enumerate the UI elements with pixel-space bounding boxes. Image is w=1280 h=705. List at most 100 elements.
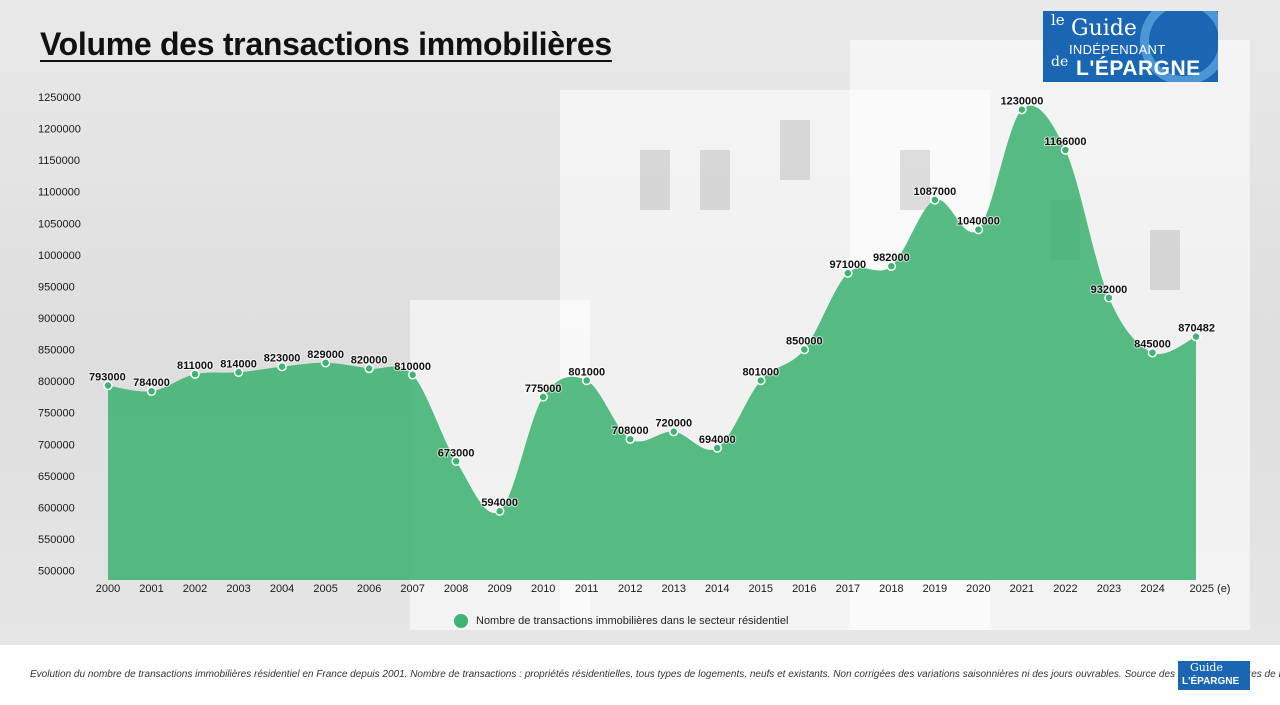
y-tick-label: 1200000 xyxy=(38,124,81,136)
y-tick-label: 800000 xyxy=(38,376,75,388)
x-tick-label: 2019 xyxy=(923,583,947,595)
data-label: 801000 xyxy=(568,366,605,378)
data-point xyxy=(1060,145,1071,155)
x-tick-label: 2002 xyxy=(183,583,207,595)
y-tick-label: 1150000 xyxy=(38,155,80,167)
y-tick-label: 1000000 xyxy=(38,250,81,262)
logo-text-de: de xyxy=(1051,54,1069,70)
x-tick-label: 2001 xyxy=(139,583,163,595)
y-tick-label: 600000 xyxy=(38,502,75,514)
data-point xyxy=(190,369,200,379)
x-tick-label: 2005 xyxy=(313,583,337,595)
x-tick-label: 2013 xyxy=(662,583,686,595)
data-label: 1166000 xyxy=(1044,136,1086,148)
data-label: 594000 xyxy=(481,497,518,509)
page-title: Volume des transactions immobilières xyxy=(40,26,612,62)
data-labels: 793000 784000 811000 814000 823000 829000 8200… xyxy=(88,95,1216,511)
data-label: 811000 xyxy=(177,360,213,372)
x-tick-label: 2021 xyxy=(1010,583,1034,595)
legend-label: Nombre de transactions immobilières dans… xyxy=(476,615,789,627)
footer-logo-epargne: L'ÉPARGNE xyxy=(1182,676,1240,687)
y-tick-label: 850000 xyxy=(38,345,75,357)
area-fill xyxy=(108,105,1196,581)
y-tick-label: 1050000 xyxy=(38,218,81,230)
logo-text-independant: INDÉPENDANT xyxy=(1069,42,1166,57)
data-label: 694000 xyxy=(699,434,736,446)
x-tick-label: 2015 xyxy=(749,583,773,595)
data-label: 982000 xyxy=(873,252,910,264)
x-tick-label: 2012 xyxy=(618,583,642,595)
legend: Nombre de transactions immobilières dans… xyxy=(454,614,788,628)
x-tick-label: 2014 xyxy=(705,583,729,595)
data-point xyxy=(407,370,418,380)
x-tick-label: 2023 xyxy=(1097,583,1121,595)
y-axis: 500000 550000 600000 650000 700000 750000 8000… xyxy=(38,92,81,578)
data-point xyxy=(538,392,548,402)
data-markers xyxy=(103,104,1201,516)
data-label: 784000 xyxy=(133,377,170,389)
data-label: 793000 xyxy=(89,372,126,384)
data-label: 814000 xyxy=(220,358,257,370)
y-tick-label: 1250000 xyxy=(38,92,81,104)
y-tick-label: 750000 xyxy=(38,408,75,420)
data-label: 810000 xyxy=(394,361,431,373)
x-tick-label: 2000 xyxy=(96,583,120,595)
y-tick-label: 700000 xyxy=(38,439,75,451)
data-label: 775000 xyxy=(525,383,562,395)
y-tick-label: 550000 xyxy=(38,534,75,546)
data-point xyxy=(625,434,635,444)
data-label: 1230000 xyxy=(1001,96,1044,108)
footnote: Evolution du nombre de transactions immo… xyxy=(30,669,1280,680)
data-label: 823000 xyxy=(264,353,301,365)
y-tick-label: 900000 xyxy=(38,313,75,325)
x-tick-label: 2024 xyxy=(1140,583,1164,595)
legend-swatch xyxy=(454,614,468,628)
y-tick-label: 500000 xyxy=(38,566,75,578)
data-point xyxy=(103,380,113,391)
data-point xyxy=(146,386,157,396)
data-point xyxy=(843,268,853,278)
x-tick-label: 2022 xyxy=(1053,583,1077,595)
x-tick-label: 2011 xyxy=(575,583,599,595)
data-label: 1087000 xyxy=(913,186,956,198)
series-transactions xyxy=(108,105,1196,581)
data-label: 845000 xyxy=(1134,339,1171,351)
x-tick-label: 2017 xyxy=(836,583,860,595)
data-point xyxy=(799,344,810,355)
x-tick-label: 2006 xyxy=(357,583,381,595)
data-point xyxy=(669,426,679,437)
x-tick-label: 2010 xyxy=(531,583,555,595)
x-axis: 2000 2001 2002 2003 2004 2005 2006 2007 2008 2009… xyxy=(96,583,1231,595)
logo-text-guide: Guide xyxy=(1071,16,1137,41)
data-label: 870482 xyxy=(1178,323,1215,335)
data-label: 1040000 xyxy=(957,216,1000,228)
x-tick-label: 2007 xyxy=(400,583,424,595)
data-point xyxy=(581,375,592,386)
data-label: 850000 xyxy=(786,336,823,348)
data-point xyxy=(451,456,461,467)
data-point xyxy=(1147,347,1158,358)
data-point xyxy=(494,506,505,516)
footer-logo: Guide L'ÉPARGNE xyxy=(1178,661,1250,690)
data-point xyxy=(1104,293,1114,303)
x-tick-label: 2025 (e) xyxy=(1190,583,1231,595)
x-tick-label: 2003 xyxy=(226,583,250,595)
x-tick-label: 2008 xyxy=(444,583,468,595)
data-label: 720000 xyxy=(655,418,692,430)
data-label: 673000 xyxy=(438,447,475,459)
data-point xyxy=(320,358,331,368)
data-label: 820000 xyxy=(351,354,388,366)
x-tick-label: 2004 xyxy=(270,583,294,595)
x-tick-label: 2016 xyxy=(792,583,816,595)
x-tick-label: 2018 xyxy=(879,583,903,595)
data-point xyxy=(886,261,897,271)
data-point xyxy=(277,361,287,372)
x-tick-label: 2020 xyxy=(966,583,990,595)
area-chart: 500000 550000 600000 650000 700000 750000 8000… xyxy=(38,92,1231,595)
logo-text-le: le xyxy=(1051,11,1065,29)
data-label: 829000 xyxy=(307,349,344,361)
data-label: 708000 xyxy=(612,425,649,437)
guide-epargne-logo: le Guide INDÉPENDANT de L'ÉPARGNE xyxy=(1043,11,1218,82)
data-point xyxy=(973,224,984,235)
data-point xyxy=(364,363,374,374)
